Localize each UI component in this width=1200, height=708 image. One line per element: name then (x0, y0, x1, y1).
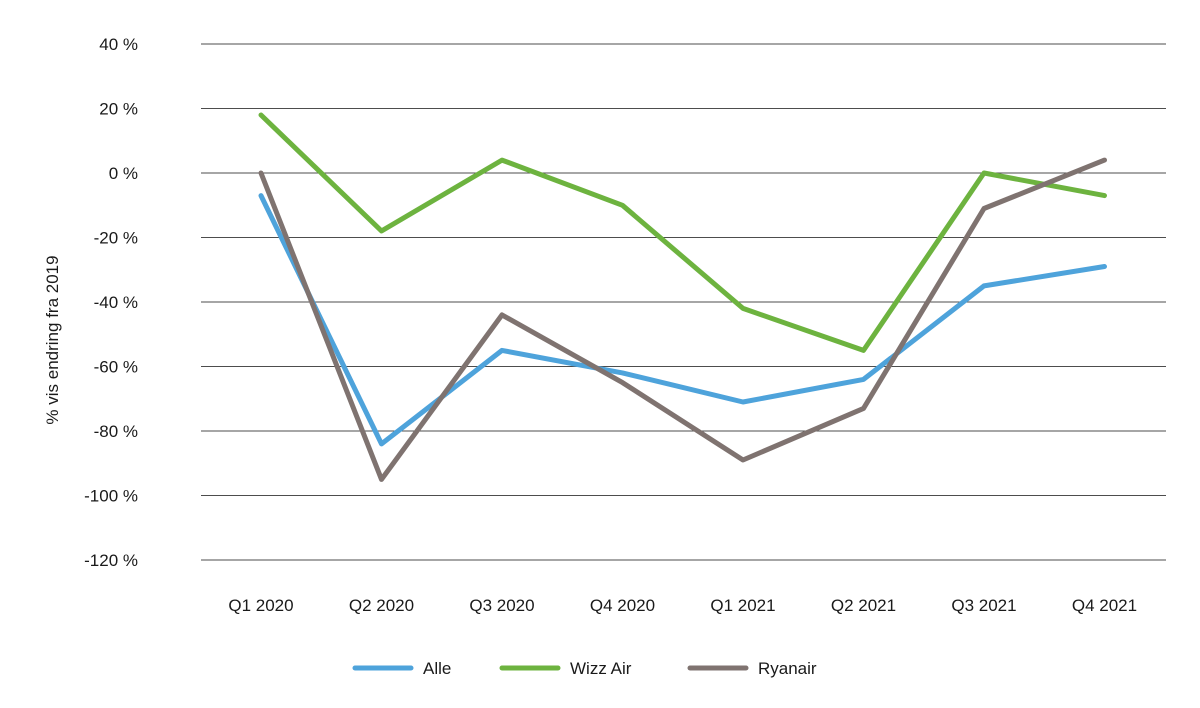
y-tick-label: -120 % (84, 551, 138, 570)
y-tick-label: 20 % (99, 100, 138, 119)
legend: Alle Wizz Air Ryanair (352, 659, 817, 678)
y-tick-label: 40 % (99, 35, 138, 54)
series-line-alle (258, 193, 1107, 447)
y-tick-label: -20 % (94, 229, 138, 248)
series-line-ryanair (258, 157, 1107, 482)
series-line-wizz-air (258, 112, 1107, 353)
x-tick-label: Q1 2020 (228, 596, 293, 615)
y-tick-label: -60 % (94, 358, 138, 377)
legend-label-wizz-air: Wizz Air (570, 659, 632, 678)
x-tick-label: Q3 2021 (951, 596, 1016, 615)
x-tick-label: Q2 2021 (831, 596, 896, 615)
x-tick-label: Q4 2021 (1072, 596, 1137, 615)
y-tick-label: -100 % (84, 487, 138, 506)
y-axis-title: % vis endring fra 2019 (43, 255, 62, 424)
gridlines (201, 43, 1166, 561)
x-tick-label: Q4 2020 (590, 596, 655, 615)
legend-label-ryanair: Ryanair (758, 659, 817, 678)
y-tick-label: 0 % (109, 164, 138, 183)
y-axis-tick-labels: 40 % 20 % 0 % -20 % -40 % -60 % -80 % -100 % -12… (84, 35, 138, 570)
series-lines (258, 112, 1107, 482)
x-tick-label: Q1 2021 (710, 596, 775, 615)
y-tick-label: -40 % (94, 293, 138, 312)
x-axis-tick-labels: Q1 2020 Q2 2020 Q3 2020 Q4 2020 Q1 2021 Q2 20… (228, 596, 1137, 615)
x-tick-label: Q3 2020 (469, 596, 534, 615)
y-tick-label: -80 % (94, 422, 138, 441)
x-tick-label: Q2 2020 (349, 596, 414, 615)
legend-label-alle: Alle (423, 659, 451, 678)
